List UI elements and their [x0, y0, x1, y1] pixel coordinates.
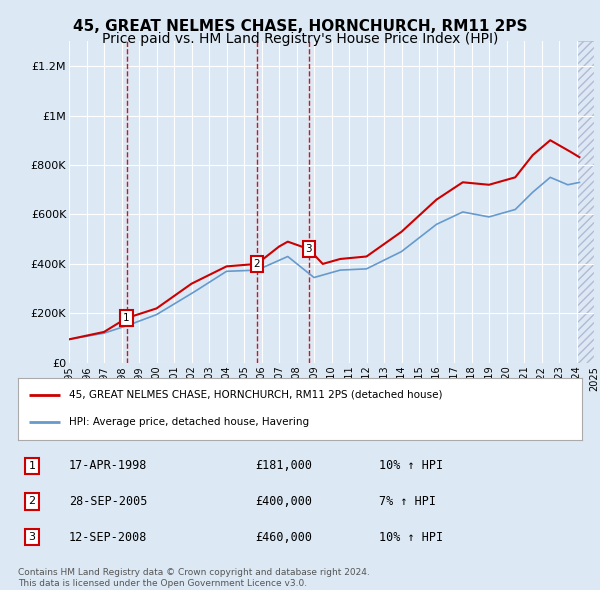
Text: 45, GREAT NELMES CHASE, HORNCHURCH, RM11 2PS: 45, GREAT NELMES CHASE, HORNCHURCH, RM11… — [73, 19, 527, 34]
Text: 2: 2 — [29, 497, 35, 506]
Text: 3: 3 — [305, 244, 312, 254]
Text: 2: 2 — [254, 259, 260, 269]
Text: 28-SEP-2005: 28-SEP-2005 — [69, 495, 147, 508]
Text: 1: 1 — [29, 461, 35, 471]
Text: £460,000: £460,000 — [255, 531, 312, 544]
Text: 12-SEP-2008: 12-SEP-2008 — [69, 531, 147, 544]
Text: Price paid vs. HM Land Registry's House Price Index (HPI): Price paid vs. HM Land Registry's House … — [102, 32, 498, 47]
Text: Contains HM Land Registry data © Crown copyright and database right 2024.: Contains HM Land Registry data © Crown c… — [18, 568, 370, 576]
Text: 3: 3 — [29, 532, 35, 542]
Text: This data is licensed under the Open Government Licence v3.0.: This data is licensed under the Open Gov… — [18, 579, 307, 588]
Text: £181,000: £181,000 — [255, 459, 312, 472]
Text: 45, GREAT NELMES CHASE, HORNCHURCH, RM11 2PS (detached house): 45, GREAT NELMES CHASE, HORNCHURCH, RM11… — [69, 390, 442, 400]
Text: £400,000: £400,000 — [255, 495, 312, 508]
Text: 7% ↑ HPI: 7% ↑ HPI — [379, 495, 436, 508]
Text: HPI: Average price, detached house, Havering: HPI: Average price, detached house, Have… — [69, 417, 309, 427]
Text: 17-APR-1998: 17-APR-1998 — [69, 459, 147, 472]
Text: 10% ↑ HPI: 10% ↑ HPI — [379, 459, 443, 472]
Text: 10% ↑ HPI: 10% ↑ HPI — [379, 531, 443, 544]
Text: 1: 1 — [123, 313, 130, 323]
